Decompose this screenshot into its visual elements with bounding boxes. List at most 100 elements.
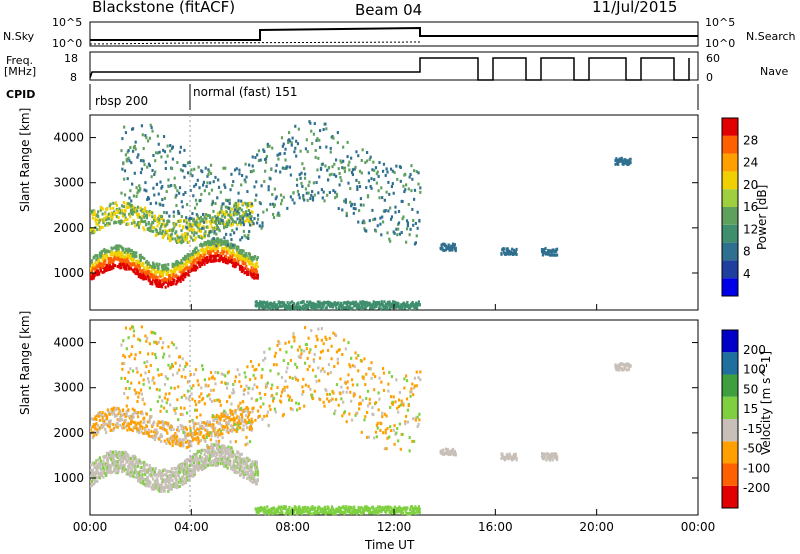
scatter-cell	[98, 456, 102, 460]
scatter-cell	[210, 225, 213, 229]
scatter-cell	[112, 266, 115, 270]
scatter-cell	[232, 383, 235, 387]
scatter-cell	[238, 168, 241, 172]
scatter-cell	[150, 229, 153, 233]
scatter-cell	[173, 408, 176, 412]
scatter-cell	[156, 151, 159, 155]
scatter-cell	[126, 428, 129, 432]
scatter-cell	[244, 162, 247, 166]
scatter-cell	[297, 302, 300, 306]
scatter-cell	[160, 474, 163, 478]
scatter-cell	[230, 172, 233, 176]
scatter-cell	[146, 165, 149, 169]
scatter-cell	[320, 188, 323, 192]
scatter-cell	[105, 431, 108, 435]
scatter-cell	[161, 473, 165, 477]
scatter-cell	[207, 384, 210, 388]
scatter-cell	[111, 216, 114, 220]
scatter-cell	[254, 376, 257, 380]
scatter-cell	[295, 401, 298, 405]
scatter-cell	[145, 424, 149, 428]
scatter-cell	[95, 433, 98, 437]
scatter-cell	[289, 173, 292, 177]
scatter-cell	[168, 273, 172, 277]
scatter-cell	[181, 477, 184, 481]
scatter-cell	[329, 146, 332, 150]
scatter-cell	[248, 428, 251, 432]
scatter-cell	[213, 227, 216, 231]
scatter-cell	[223, 455, 227, 459]
scatter-cell	[114, 221, 118, 225]
scatter-cell	[254, 479, 258, 483]
scatter-cell	[242, 392, 245, 396]
scatter-cell	[146, 360, 149, 364]
scatter-cell	[139, 206, 142, 210]
scatter-cell	[213, 418, 216, 422]
scatter-cell	[165, 409, 168, 413]
scatter-cell	[223, 413, 227, 417]
scatter-cell	[139, 388, 143, 392]
scatter-cell	[124, 425, 127, 429]
freq-unit-label: [MHz]	[4, 65, 37, 78]
scatter-cell	[214, 370, 217, 374]
nsearch-label: N.Search	[746, 30, 796, 43]
scatter-cell	[381, 215, 384, 219]
scatter-cell	[104, 259, 107, 263]
scatter-cell	[407, 202, 410, 206]
scatter-cell	[228, 198, 231, 202]
scatter-cell	[287, 303, 290, 307]
scatter-cell	[214, 201, 217, 205]
scatter-cell	[98, 418, 102, 422]
scatter-cell	[249, 359, 253, 363]
scatter-cell	[289, 407, 292, 411]
scatter-cell	[118, 219, 121, 223]
scatter-cell	[219, 217, 222, 221]
scatter-cell	[215, 240, 219, 244]
scatter-cell	[172, 428, 175, 432]
scatter-cell	[154, 233, 157, 237]
scatter-cell	[157, 216, 160, 220]
scatter-cell	[175, 273, 178, 277]
scatter-cell	[127, 454, 130, 458]
scatter-cell	[121, 413, 124, 417]
scatter-cell	[174, 412, 177, 416]
scatter-cell	[372, 160, 375, 164]
scatter-cell	[90, 468, 93, 472]
scatter-cell	[227, 250, 230, 254]
scatter-cell	[353, 202, 356, 206]
scatter-cell	[206, 394, 209, 398]
scatter-cell	[303, 176, 307, 180]
scatter-cell	[280, 198, 284, 202]
scatter-cell	[229, 411, 232, 415]
scatter-cell	[253, 257, 256, 261]
scatter-cell	[250, 215, 253, 219]
scatter-cell	[292, 302, 295, 306]
y-tick-label: 1000	[53, 266, 84, 280]
scatter-cell	[418, 218, 421, 222]
scatter-cell	[208, 420, 212, 424]
scatter-cell	[192, 384, 195, 388]
scatter-cell	[98, 218, 102, 222]
nave-label: Nave	[760, 65, 789, 78]
scatter-cell	[177, 240, 180, 244]
scatter-cell	[97, 272, 101, 276]
scatter-cell	[348, 304, 351, 308]
scatter-cell	[246, 273, 250, 277]
scatter-cell	[149, 123, 152, 127]
freq-line	[89, 57, 690, 81]
scatter-cell	[170, 183, 173, 187]
scatter-cell	[217, 443, 220, 447]
scatter-cell	[243, 457, 246, 461]
scatter-cell	[232, 467, 235, 471]
scatter-cell	[101, 258, 104, 262]
scatter-cell	[123, 361, 126, 365]
scatter-cell	[170, 386, 173, 390]
scatter-cell	[129, 214, 132, 218]
scatter-cell	[231, 450, 235, 454]
scatter-cell	[240, 236, 244, 240]
scatter-cell	[211, 414, 214, 418]
scatter-cell	[409, 172, 412, 176]
scatter-cell	[394, 205, 397, 209]
scatter-cell	[276, 153, 279, 157]
scatter-cell	[150, 415, 153, 419]
